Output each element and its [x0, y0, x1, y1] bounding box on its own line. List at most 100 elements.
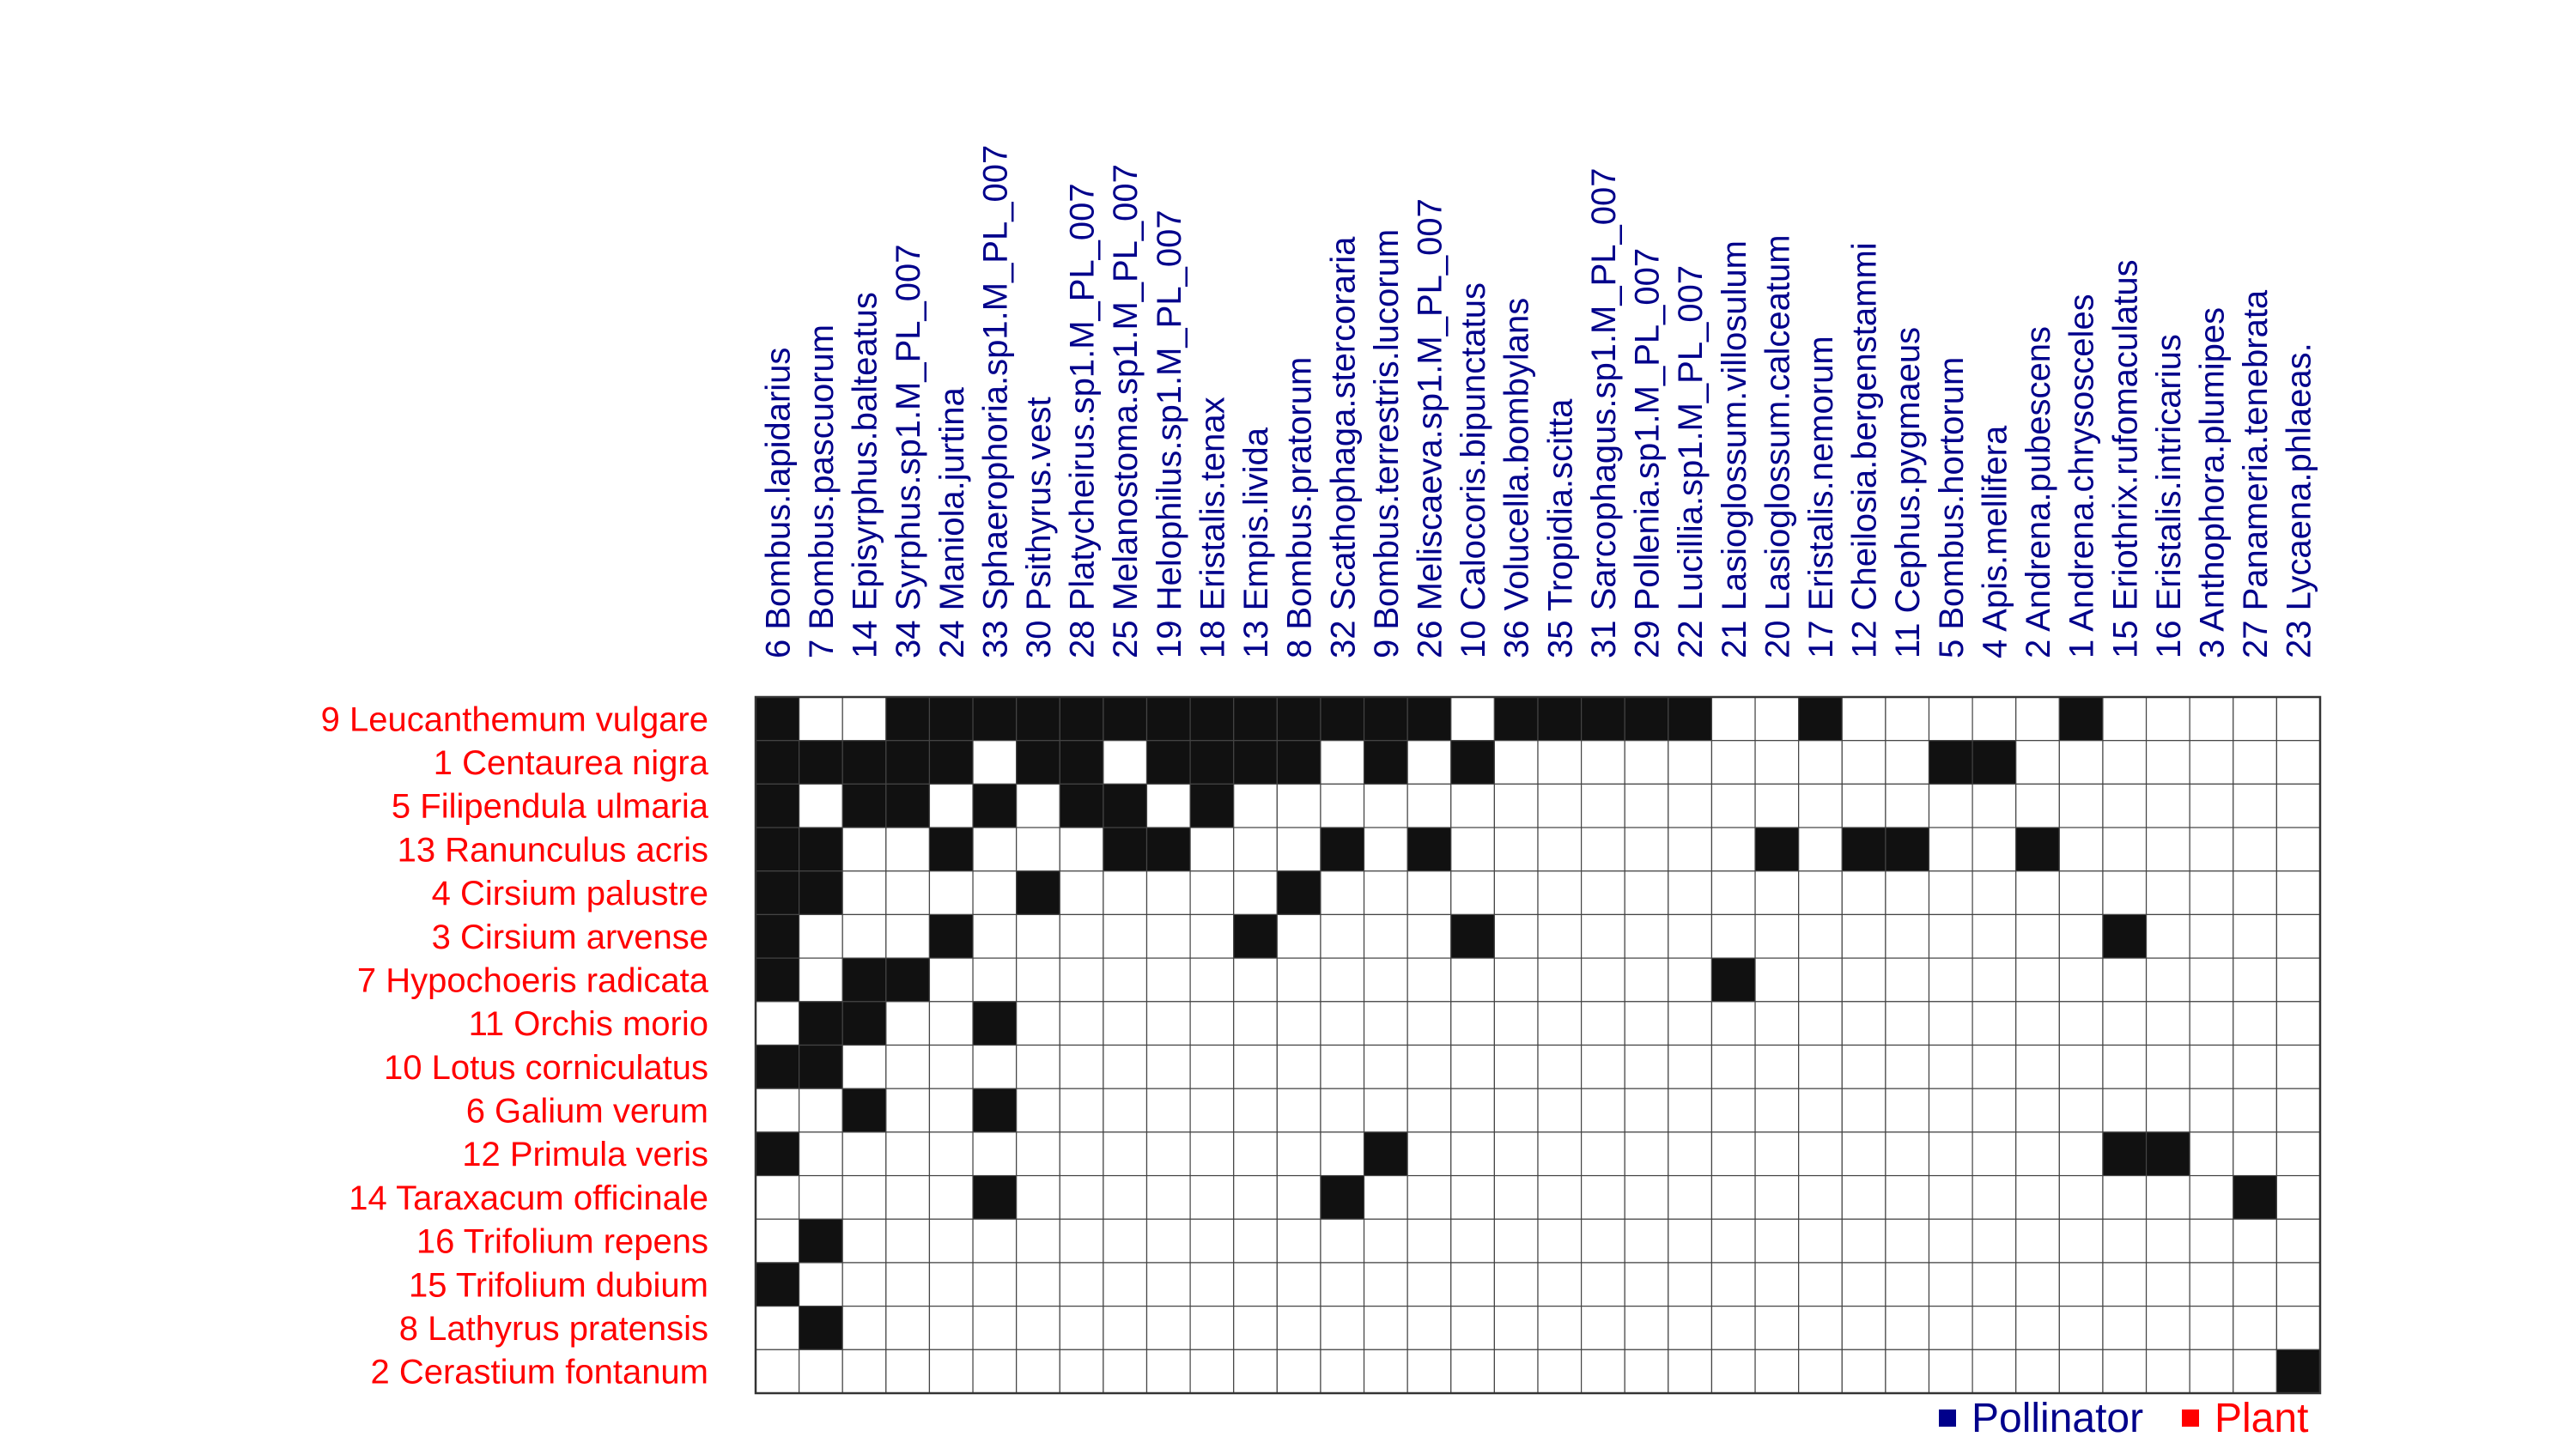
matrix-cell-filled [2102, 1131, 2148, 1177]
matrix-cell-empty [885, 1088, 931, 1133]
matrix-cell-empty [2189, 957, 2234, 1003]
matrix-cell-empty [1885, 783, 1930, 828]
matrix-cell-empty [1668, 1306, 1713, 1350]
matrix-cell-empty [2189, 1044, 2234, 1089]
matrix-cell-empty [841, 1262, 887, 1307]
matrix-cell-empty [841, 696, 887, 742]
matrix-cell-empty [1710, 696, 1756, 742]
matrix-cell-filled [841, 783, 887, 828]
matrix-cell-empty [1754, 1262, 1800, 1307]
matrix-cell-empty [1885, 957, 1930, 1003]
matrix-cell-filled [755, 783, 800, 828]
matrix-cell-empty [2015, 957, 2060, 1003]
matrix-cell-empty [1841, 1306, 1886, 1350]
matrix-cell-empty [1059, 1262, 1104, 1307]
matrix-cell-empty [972, 1131, 1018, 1177]
matrix-cell-empty [1363, 1174, 1408, 1220]
matrix-cell-empty [2102, 957, 2148, 1003]
matrix-cell-empty [1406, 1262, 1452, 1307]
matrix-cell-empty [1450, 1174, 1495, 1220]
matrix-cell-empty [2015, 870, 2060, 916]
matrix-cell-empty [1581, 1088, 1625, 1133]
pollinator-label-12-cheilosia-bergenstammi: 12 Cheilosia.bergenstammi [1846, 242, 1884, 658]
matrix-cell-empty [1581, 783, 1625, 828]
matrix-cell-empty [1928, 1131, 1973, 1177]
matrix-cell-empty [1016, 1001, 1060, 1046]
matrix-cell-empty [2233, 783, 2277, 828]
matrix-cell-empty [1841, 1349, 1886, 1394]
matrix-cell-empty [1537, 1174, 1583, 1220]
matrix-cell-empty [1798, 827, 1843, 872]
matrix-cell-empty [1928, 827, 1973, 872]
matrix-cell-empty [1581, 1174, 1625, 1220]
matrix-cell-empty [1928, 957, 1973, 1003]
matrix-cell-empty [1668, 870, 1713, 916]
pollinator-label-17-eristalis-nemorum: 17 Eristalis.nemorum [1802, 336, 1840, 658]
matrix-cell-filled [1145, 827, 1191, 872]
matrix-cell-empty [1320, 1131, 1365, 1177]
matrix-cell-empty [1493, 1349, 1539, 1394]
matrix-cell-empty [1320, 740, 1365, 785]
matrix-cell-empty [1406, 1001, 1452, 1046]
matrix-cell-empty [1016, 827, 1060, 872]
matrix-cell-empty [1059, 1174, 1104, 1220]
matrix-cell-empty [1537, 1088, 1583, 1133]
matrix-cell-filled [1233, 913, 1278, 959]
matrix-cell-empty [1754, 1218, 1800, 1264]
matrix-cell-empty [1971, 1174, 2017, 1220]
pollinator-label-18-eristalis-tenax: 18 Eristalis.tenax [1194, 397, 1231, 658]
matrix-cell-empty [799, 1131, 843, 1177]
pollinator-label-21-lasioglossum-villosulum: 21 Lasioglossum.villosulum [1716, 240, 1753, 658]
matrix-cell-empty [1624, 870, 1669, 916]
matrix-cell-empty [1320, 1262, 1365, 1307]
matrix-cell-empty [1971, 1001, 2017, 1046]
matrix-cell-empty [2058, 1349, 2104, 1394]
matrix-cell-empty [2189, 783, 2234, 828]
matrix-cell-empty [1841, 1044, 1886, 1089]
matrix-cell-empty [2233, 1349, 2277, 1394]
matrix-cell-empty [1537, 1262, 1583, 1307]
matrix-cell-empty [1581, 1001, 1625, 1046]
matrix-cell-empty [1233, 957, 1278, 1003]
matrix-cell-empty [2015, 1001, 2060, 1046]
matrix-cell-filled [1320, 827, 1365, 872]
matrix-cell-empty [1928, 913, 1973, 959]
matrix-cell-empty [1581, 957, 1625, 1003]
matrix-cell-empty [2275, 1218, 2321, 1264]
matrix-cell-empty [1276, 1349, 1321, 1394]
matrix-cell-empty [928, 1001, 974, 1046]
matrix-cell-empty [1059, 827, 1104, 872]
matrix-cell-empty [1841, 913, 1886, 959]
matrix-cell-empty [1754, 957, 1800, 1003]
matrix-cell-empty [1103, 957, 1148, 1003]
matrix-cell-empty [1537, 1218, 1583, 1264]
matrix-cell-empty [1406, 1088, 1452, 1133]
matrix-cell-empty [1537, 957, 1583, 1003]
matrix-cell-empty [2015, 1262, 2060, 1307]
matrix-cell-empty [1971, 1349, 2017, 1394]
matrix-cell-empty [885, 870, 931, 916]
matrix-cell-empty [1363, 1044, 1408, 1089]
matrix-cell-filled [1493, 696, 1539, 742]
matrix-cell-empty [2145, 1044, 2190, 1089]
matrix-cell-empty [2058, 1306, 2104, 1350]
matrix-cell-empty [1668, 827, 1713, 872]
matrix-cell-empty [972, 1218, 1018, 1264]
matrix-cell-empty [1928, 1044, 1973, 1089]
matrix-cell-empty [1103, 1044, 1148, 1089]
matrix-cell-filled [1103, 696, 1148, 742]
matrix-cell-empty [2058, 957, 2104, 1003]
matrix-cell-empty [2145, 696, 2190, 742]
matrix-cell-empty [1668, 740, 1713, 785]
matrix-cell-filled [885, 740, 931, 785]
matrix-cell-empty [1189, 913, 1235, 959]
plant-label-6-galium-verum: 6 Galium verum [466, 1093, 708, 1131]
matrix-cell-filled [755, 1131, 800, 1177]
pollinator-label-25-melanostoma-sp1-m-pl-007: 25 Melanostoma.sp1.M_PL_007 [1107, 164, 1145, 658]
matrix-cell-empty [1798, 1262, 1843, 1307]
matrix-cell-empty [2233, 740, 2277, 785]
matrix-cell-empty [1754, 1131, 1800, 1177]
matrix-cell-empty [2102, 740, 2148, 785]
matrix-cell-empty [1406, 870, 1452, 916]
matrix-cell-empty [755, 1088, 800, 1133]
